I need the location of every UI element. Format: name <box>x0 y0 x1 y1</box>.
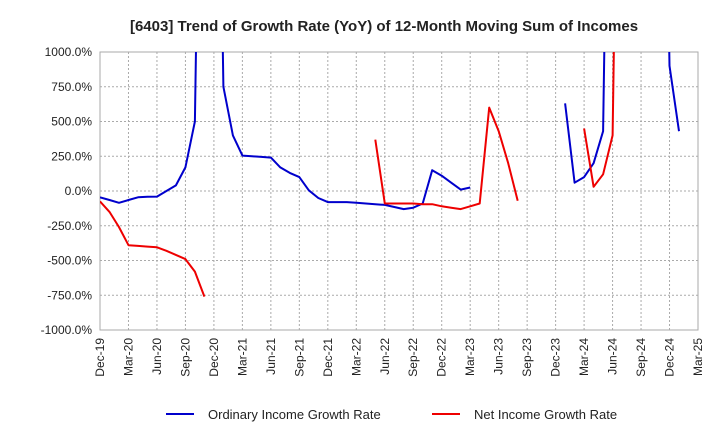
x-tick-label: Dec-19 <box>93 338 107 377</box>
y-tick-label: -750.0% <box>47 288 92 302</box>
series-line-ordinary-income <box>100 52 471 211</box>
x-tick-label: Dec-21 <box>321 338 335 377</box>
x-tick-label: Dec-23 <box>549 338 563 377</box>
y-tick-label: 1000.0% <box>45 45 93 59</box>
y-tick-label: 500.0% <box>51 115 92 129</box>
x-tick-label: Mar-20 <box>121 338 135 376</box>
x-tick-label: Jun-23 <box>492 338 506 375</box>
x-tick-label: Mar-22 <box>349 338 363 376</box>
x-tick-label: Jun-22 <box>378 338 392 375</box>
x-tick-label: Sep-22 <box>406 338 420 377</box>
legend-label: Net Income Growth Rate <box>474 407 617 422</box>
x-tick-label: Mar-21 <box>235 338 249 376</box>
x-tick-label: Mar-25 <box>691 338 705 376</box>
x-tick-label: Mar-23 <box>463 338 477 376</box>
y-tick-label: 250.0% <box>51 149 92 163</box>
series-line-net-income <box>583 52 615 188</box>
x-tick-label: Sep-23 <box>520 338 534 377</box>
legend-label: Ordinary Income Growth Rate <box>208 407 381 422</box>
y-tick-label: -1000.0% <box>41 323 93 337</box>
y-tick-label: -500.0% <box>47 254 92 268</box>
x-tick-label: Dec-20 <box>207 338 221 377</box>
y-tick-label: 750.0% <box>51 80 92 94</box>
x-tick-label: Sep-20 <box>178 338 192 377</box>
x-tick-label: Mar-24 <box>577 338 591 376</box>
y-tick-label: 0.0% <box>65 184 93 198</box>
x-tick-label: Jun-24 <box>606 338 620 375</box>
series-layer <box>100 52 680 297</box>
y-axis-tick-labels: 1000.0% 750.0% 500.0% 250.0% 0.0% -250.0% -500… <box>41 45 93 337</box>
x-tick-label: Sep-24 <box>634 338 648 377</box>
series-line-net-income <box>100 200 206 297</box>
chart-title: [6403] Trend of Growth Rate (YoY) of 12-… <box>130 18 638 35</box>
x-tick-label: Sep-21 <box>292 338 306 377</box>
x-tick-label: Dec-24 <box>663 338 677 377</box>
x-axis-tick-labels: Dec-19 Mar-20 Jun-20 Sep-20 Dec-20 Mar-21 Jun-… <box>93 338 705 377</box>
series-line-net-income <box>374 106 519 211</box>
series-line-ordinary-income <box>564 52 680 184</box>
x-tick-label: Dec-22 <box>435 338 449 377</box>
x-tick-label: Jun-20 <box>150 338 164 375</box>
x-tick-label: Jun-21 <box>264 338 278 375</box>
legend: Ordinary Income Growth Rate Net Income Gr… <box>166 407 617 422</box>
y-tick-label: -250.0% <box>47 219 92 233</box>
